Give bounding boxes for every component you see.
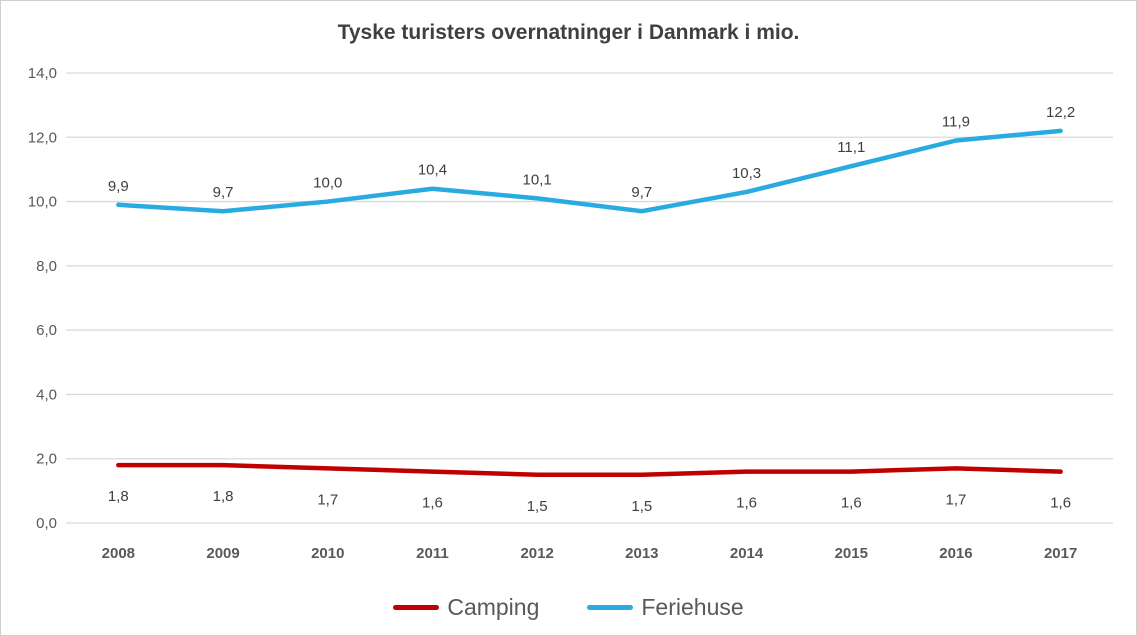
data-label-camping: 1,8: [213, 488, 234, 505]
data-label-feriehuse: 11,1: [837, 139, 865, 156]
x-axis-tick-label: 2015: [835, 545, 868, 562]
data-label-camping: 1,6: [736, 495, 757, 512]
x-axis-tick-label: 2013: [625, 545, 658, 562]
y-axis-tick-label: 0,0: [36, 515, 57, 532]
series-line-feriehuse: [116, 128, 1063, 214]
y-axis-tick-label: 12,0: [28, 129, 57, 146]
data-label-feriehuse: 11,9: [942, 114, 970, 131]
data-label-camping: 1,6: [422, 495, 443, 512]
x-axis-tick-label: 2009: [206, 545, 239, 562]
data-label-camping: 1,8: [108, 488, 129, 505]
data-label-feriehuse: 10,4: [418, 162, 447, 179]
y-axis-tick-label: 4,0: [36, 386, 57, 403]
legend-swatch-camping: [393, 605, 440, 610]
legend-label: Camping: [447, 594, 540, 620]
y-axis-tick-label: 2,0: [36, 451, 57, 468]
data-label-camping: 1,5: [527, 498, 548, 515]
chart-legend: Camping Feriehuse: [1, 594, 1136, 621]
x-axis-tick-label: 2010: [311, 545, 344, 562]
data-label-feriehuse: 9,9: [108, 178, 129, 195]
data-label-camping: 1,7: [317, 491, 338, 508]
x-axis-tick-label: 2011: [416, 545, 449, 562]
data-label-feriehuse: 10,3: [732, 165, 761, 182]
legend-item-feriehuse: Feriehuse: [587, 594, 744, 621]
data-label-camping: 1,5: [631, 498, 652, 515]
x-axis-tick-label: 2012: [520, 545, 553, 562]
data-label-feriehuse: 9,7: [631, 184, 652, 201]
data-label-camping: 1,6: [841, 495, 862, 512]
legend-swatch-feriehuse: [587, 605, 634, 610]
y-axis-tick-label: 14,0: [28, 65, 57, 82]
legend-item-camping: Camping: [393, 594, 539, 621]
data-label-feriehuse: 10,1: [523, 171, 552, 188]
data-label-feriehuse: 10,0: [313, 175, 342, 192]
x-axis-tick-label: 2014: [730, 545, 764, 562]
y-axis-tick-label: 10,0: [28, 194, 57, 211]
legend-label: Feriehuse: [641, 594, 744, 620]
x-axis-tick-label: 2008: [102, 545, 135, 562]
data-label-camping: 1,6: [1050, 495, 1071, 512]
x-axis-tick-label: 2016: [939, 545, 972, 562]
data-label-feriehuse: 9,7: [213, 184, 234, 201]
series-line-camping: [116, 462, 1063, 478]
data-label-feriehuse: 12,2: [1046, 104, 1075, 121]
y-axis-tick-label: 8,0: [36, 258, 57, 275]
data-label-camping: 1,7: [946, 491, 967, 508]
chart-title: Tyske turisters overnatninger i Danmark …: [337, 21, 800, 44]
y-axis-tick-label: 6,0: [36, 322, 57, 339]
x-axis-tick-label: 2017: [1044, 545, 1077, 562]
